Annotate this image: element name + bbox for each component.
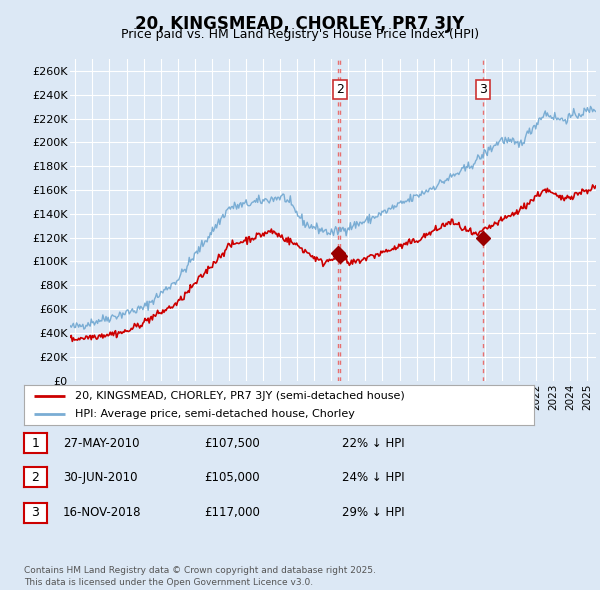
Text: 3: 3 — [31, 506, 40, 519]
Text: 30-JUN-2010: 30-JUN-2010 — [63, 471, 137, 484]
Text: 3: 3 — [479, 83, 487, 96]
Text: 29% ↓ HPI: 29% ↓ HPI — [342, 506, 404, 519]
Text: 2: 2 — [336, 83, 344, 96]
Text: HPI: Average price, semi-detached house, Chorley: HPI: Average price, semi-detached house,… — [75, 409, 355, 419]
Text: 27-MAY-2010: 27-MAY-2010 — [63, 437, 139, 450]
Text: 2: 2 — [31, 471, 40, 484]
Text: 1: 1 — [31, 437, 40, 450]
Text: £107,500: £107,500 — [204, 437, 260, 450]
Text: 22% ↓ HPI: 22% ↓ HPI — [342, 437, 404, 450]
Text: Price paid vs. HM Land Registry's House Price Index (HPI): Price paid vs. HM Land Registry's House … — [121, 28, 479, 41]
Text: 20, KINGSMEAD, CHORLEY, PR7 3JY: 20, KINGSMEAD, CHORLEY, PR7 3JY — [136, 15, 464, 34]
Text: £105,000: £105,000 — [204, 471, 260, 484]
Text: 24% ↓ HPI: 24% ↓ HPI — [342, 471, 404, 484]
Text: Contains HM Land Registry data © Crown copyright and database right 2025.
This d: Contains HM Land Registry data © Crown c… — [24, 566, 376, 587]
Text: 16-NOV-2018: 16-NOV-2018 — [63, 506, 142, 519]
Text: 20, KINGSMEAD, CHORLEY, PR7 3JY (semi-detached house): 20, KINGSMEAD, CHORLEY, PR7 3JY (semi-de… — [75, 391, 405, 401]
Text: £117,000: £117,000 — [204, 506, 260, 519]
